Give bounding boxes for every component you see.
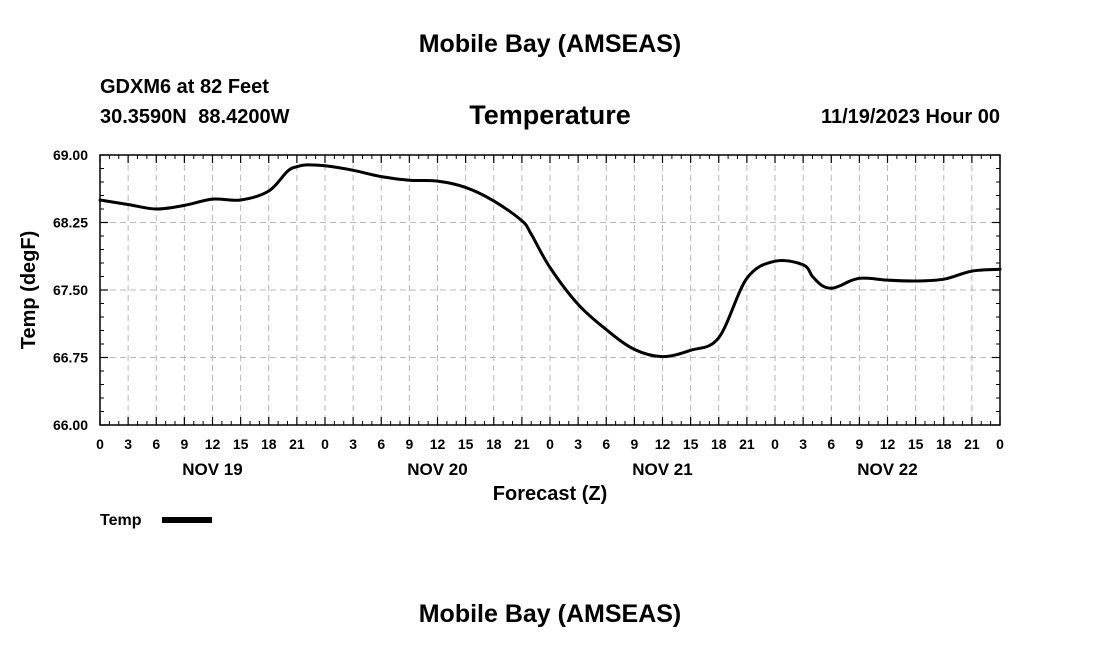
- x-tick-label: 18: [261, 436, 277, 452]
- x-tick-label: 6: [377, 436, 385, 452]
- station-label: GDXM6 at 82 Feet: [100, 76, 269, 98]
- x-axis-title: Forecast (Z): [493, 483, 607, 505]
- x-tick-label: 15: [683, 436, 699, 452]
- temp-series-line: [98, 163, 1002, 359]
- x-tick-label: 21: [739, 436, 755, 452]
- x-tick-label: 12: [430, 436, 446, 452]
- x-tick-label: 3: [349, 436, 357, 452]
- x-tick-label: 12: [655, 436, 671, 452]
- x-tick-label: 6: [152, 436, 160, 452]
- legend-swatch: [162, 517, 212, 523]
- x-tick-label: 12: [205, 436, 221, 452]
- day-label: NOV 22: [857, 460, 917, 479]
- day-label: NOV 19: [182, 460, 242, 479]
- day-labels: NOV 19 NOV 20 NOV 21 NOV 22: [182, 460, 917, 479]
- footer-title: Mobile Bay (AMSEAS): [418, 600, 682, 628]
- plot-frame: [99, 154, 1001, 426]
- datetime-label: 11/19/2023 Hour 00: [820, 106, 1000, 128]
- x-tick-label: 18: [936, 436, 952, 452]
- x-tick-label: 0: [996, 436, 1004, 452]
- grid: [100, 155, 1000, 425]
- day-label: NOV 21: [632, 460, 692, 479]
- y-tick-label: 69.00: [53, 147, 88, 163]
- x-tick-label: 15: [233, 436, 249, 452]
- x-tick-label: 18: [486, 436, 502, 452]
- y-axis-title: Temp (degF): [18, 231, 40, 350]
- x-tick-label: 9: [180, 436, 188, 452]
- x-tick-label: 0: [771, 436, 779, 452]
- x-tick-label: 9: [405, 436, 413, 452]
- x-tick-label: 3: [574, 436, 582, 452]
- y-tick-label: 68.25: [53, 215, 88, 231]
- x-tick-label: 3: [799, 436, 807, 452]
- legend-label: Temp: [100, 512, 142, 529]
- x-tick-label: 3: [124, 436, 132, 452]
- x-tick-label: 21: [514, 436, 530, 452]
- y-tick-label: 67.50: [53, 282, 88, 298]
- legend: Temp: [100, 512, 212, 529]
- chart-title: Mobile Bay (AMSEAS): [418, 30, 682, 58]
- x-tick-label: 18: [711, 436, 727, 452]
- x-tick-label: 15: [908, 436, 924, 452]
- x-tick-label: 9: [630, 436, 638, 452]
- x-tick-label: 9: [855, 436, 863, 452]
- y-tick-label: 66.00: [53, 417, 88, 433]
- variable-title: Temperature: [469, 100, 631, 130]
- coordinates-label: 30.3590N 88.4200W: [100, 106, 290, 128]
- x-tick-label: 21: [289, 436, 305, 452]
- y-tick-label: 66.75: [53, 350, 88, 366]
- day-label: NOV 20: [407, 460, 467, 479]
- x-tick-label: 6: [827, 436, 835, 452]
- x-tick-label: 0: [321, 436, 329, 452]
- x-tick-label: 12: [880, 436, 896, 452]
- x-tick-label: 0: [546, 436, 554, 452]
- x-tick-label: 6: [602, 436, 610, 452]
- x-tick-label: 15: [458, 436, 474, 452]
- x-tick-label: 0: [96, 436, 104, 452]
- x-tick-label: 21: [964, 436, 980, 452]
